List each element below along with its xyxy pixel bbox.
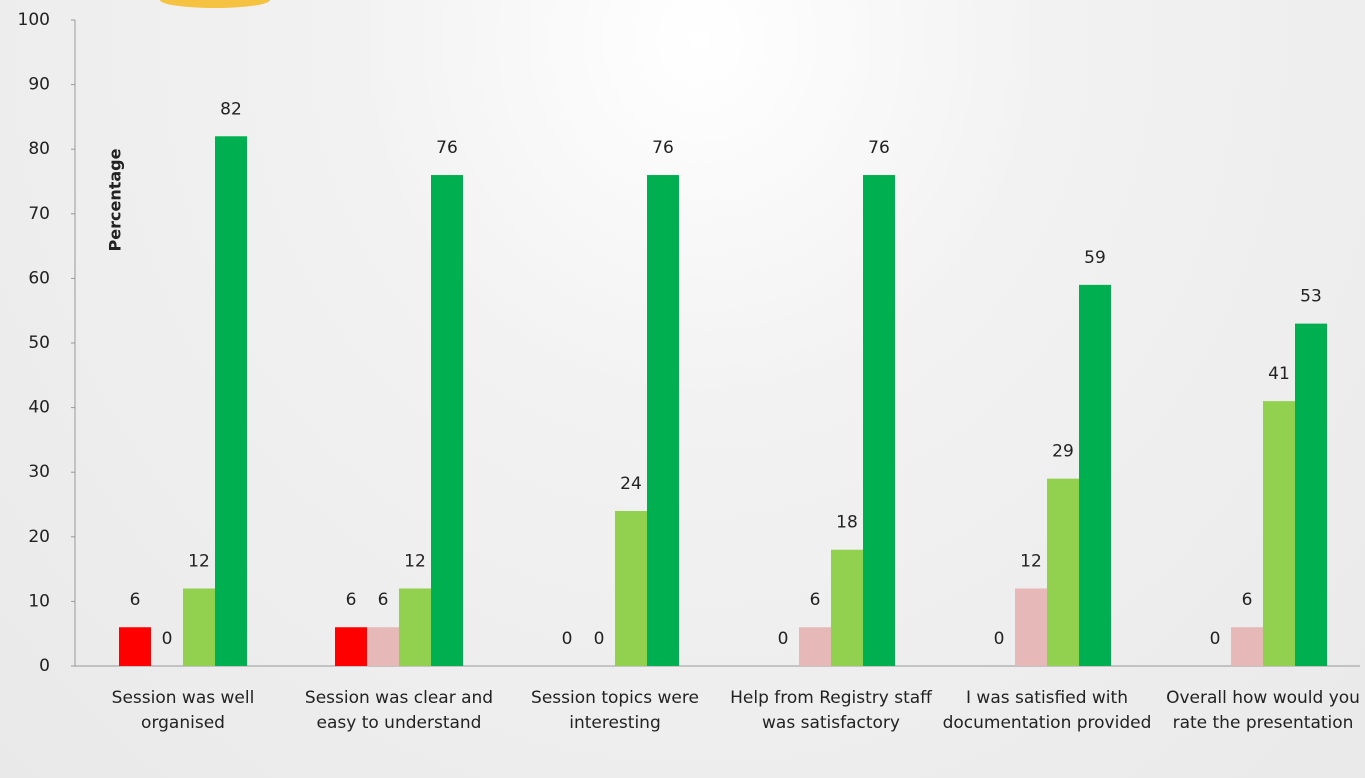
- value-label: 6: [130, 590, 141, 610]
- y-tick-label: 90: [28, 75, 50, 95]
- y-tick-label: 100: [18, 10, 50, 30]
- value-label: 6: [378, 590, 389, 610]
- x-tick-label: Help from Registry staff was satisfactor…: [730, 688, 932, 733]
- bar: [615, 510, 647, 666]
- bar: [183, 588, 215, 666]
- value-label: 6: [1242, 590, 1253, 610]
- value-label: 29: [1052, 442, 1074, 462]
- y-tick-label: 0: [39, 656, 50, 676]
- bar: [431, 175, 463, 667]
- bar: [863, 175, 895, 667]
- value-label: 76: [436, 138, 458, 158]
- bar: [647, 175, 679, 667]
- value-label: 6: [346, 590, 357, 610]
- bar: [1295, 323, 1327, 666]
- bar: [1079, 284, 1111, 666]
- y-tick-label: 70: [28, 204, 50, 224]
- value-label: 24: [620, 474, 642, 494]
- x-tick-label: Session topics were interesting: [531, 688, 699, 733]
- y-tick-label: 10: [28, 591, 50, 611]
- y-tick-label: 30: [28, 462, 50, 482]
- value-label: 18: [836, 513, 858, 533]
- value-label: 12: [188, 551, 210, 571]
- bar: [367, 627, 399, 666]
- decoration: [160, 0, 270, 8]
- y-tick-label: 60: [28, 268, 50, 288]
- bar: [799, 627, 831, 666]
- y-axis-label: Percentage: [106, 148, 125, 251]
- y-tick-label: 20: [28, 527, 50, 547]
- value-label: 12: [404, 551, 426, 571]
- bar: [831, 549, 863, 666]
- bar: [399, 588, 431, 666]
- value-label: 76: [868, 138, 890, 158]
- bar: [335, 627, 367, 666]
- bar: [1263, 401, 1295, 666]
- x-tick-label: Session was well organised: [111, 688, 255, 733]
- value-label: 12: [1020, 551, 1042, 571]
- value-label: 0: [778, 629, 789, 649]
- value-label: 0: [562, 629, 573, 649]
- bar: [1047, 478, 1079, 666]
- x-tick-label: Overall how would you rate the presentat…: [1166, 688, 1360, 733]
- value-label: 41: [1268, 364, 1290, 384]
- value-label: 0: [162, 629, 173, 649]
- y-tick-label: 80: [28, 139, 50, 159]
- value-label: 76: [652, 138, 674, 158]
- value-label: 82: [220, 99, 242, 119]
- value-label: 6: [810, 590, 821, 610]
- value-label: 0: [594, 629, 605, 649]
- value-label: 0: [994, 629, 1005, 649]
- value-label: 53: [1300, 287, 1322, 307]
- bar: [119, 627, 151, 666]
- x-tick-label: Session was clear and easy to understand: [304, 688, 494, 733]
- bar: [215, 136, 247, 666]
- bar: [1231, 627, 1263, 666]
- value-label: 59: [1084, 248, 1106, 268]
- y-tick-label: 40: [28, 398, 50, 418]
- value-label: 0: [1210, 629, 1221, 649]
- x-tick-label: I was satisfied with documentation provi…: [942, 688, 1152, 733]
- y-tick-label: 50: [28, 333, 50, 353]
- bar: [1015, 588, 1047, 666]
